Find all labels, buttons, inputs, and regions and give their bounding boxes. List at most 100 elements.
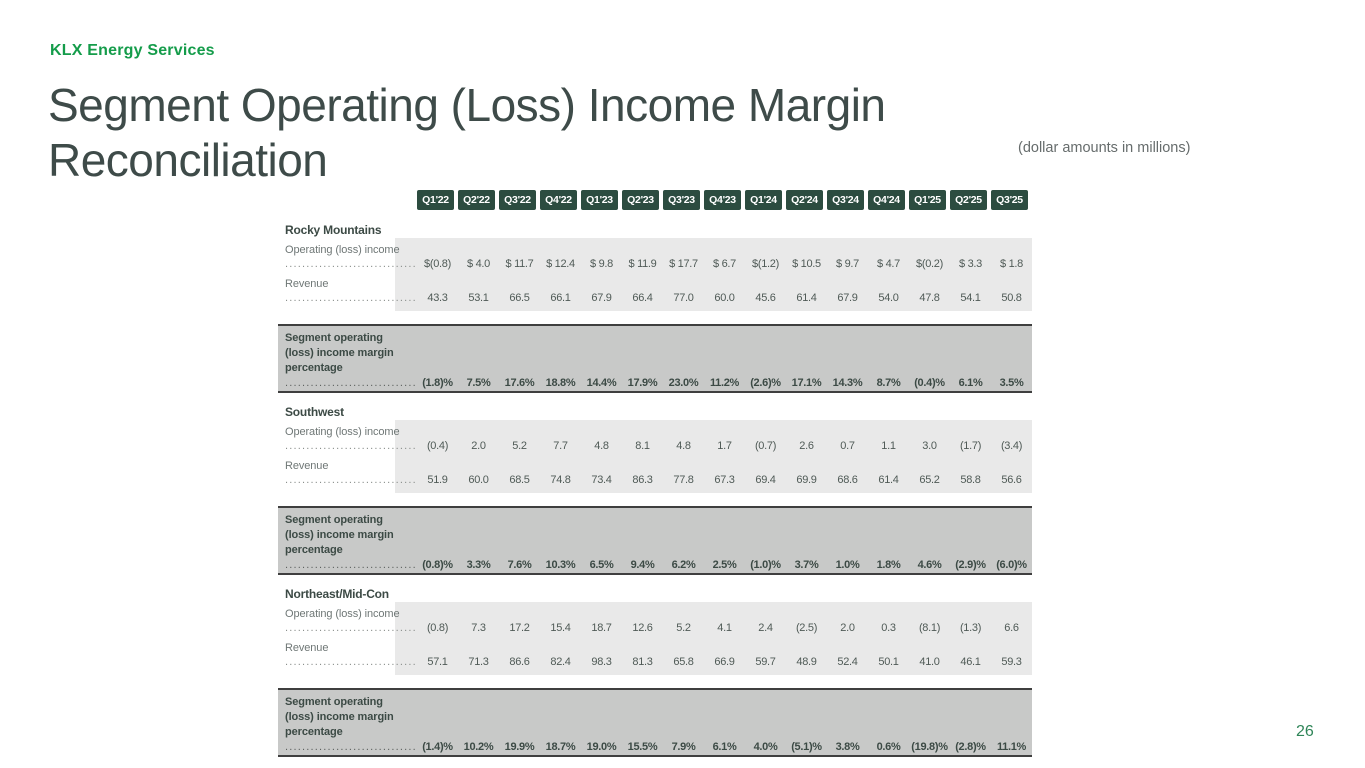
leader-dots: ........................................…	[285, 258, 417, 270]
cell-value: 67.9	[837, 292, 858, 304]
cell-value: (0.8)	[426, 622, 449, 634]
data-band-background	[395, 238, 1032, 311]
cell-value: 66.5	[509, 292, 530, 304]
cell-value: 15.5%	[627, 741, 658, 753]
cell-value: $ 4.0	[467, 258, 490, 270]
cell-value: (1.4)%	[422, 741, 453, 753]
leader-dots: ........................................…	[285, 741, 417, 753]
cell-value: 4.1	[717, 622, 732, 634]
cell-value: $ 3.3	[959, 258, 982, 270]
cell-value: 43.3	[427, 292, 448, 304]
data-row: Revenue.................................…	[278, 460, 1032, 488]
cell-value: $ 10.5	[792, 258, 821, 270]
quarter-chip: Q3'24	[827, 190, 864, 210]
cell-value: (3.4)	[1000, 440, 1023, 452]
quarter-chip: Q2'24	[786, 190, 823, 210]
cell-value: 69.9	[796, 474, 817, 486]
cell-value: 65.8	[673, 656, 694, 668]
leader-dots: ........................................…	[285, 377, 417, 389]
cell-value: 50.8	[1001, 292, 1022, 304]
cell-value: 0.7	[840, 440, 855, 452]
cell-value: 19.0%	[586, 741, 617, 753]
cell-value: 81.3	[632, 656, 653, 668]
cell-value: 5.2	[676, 622, 691, 634]
cell-value: $ 6.7	[713, 258, 736, 270]
cell-value: 3.0	[922, 440, 937, 452]
cell-value: 2.0	[840, 622, 855, 634]
leader-dots: ........................................…	[285, 474, 417, 486]
margin-values-row: ........................................…	[278, 740, 1032, 755]
quarter-chip: Q3'22	[499, 190, 536, 210]
page-number: 26	[1296, 723, 1314, 740]
cell-value: 17.1%	[791, 377, 822, 389]
quarter-chip: Q4'24	[868, 190, 905, 210]
cell-value: $(0.2)	[916, 258, 943, 270]
data-row: Operating (loss) income.................…	[278, 608, 1032, 636]
cell-value: 4.8	[676, 440, 691, 452]
cell-value: 1.7	[717, 440, 732, 452]
cell-value: 2.0	[471, 440, 486, 452]
cell-value: (1.8)%	[422, 377, 453, 389]
cell-value: 3.8%	[835, 741, 860, 753]
cell-value: (1.0)%	[750, 559, 781, 571]
cell-value: 46.1	[960, 656, 981, 668]
margin-band: Segment operating (loss) income margin p…	[278, 506, 1032, 575]
cell-value: 57.1	[427, 656, 448, 668]
cell-value: $(1.2)	[752, 258, 779, 270]
data-band-content: Operating (loss) income.................…	[278, 426, 1032, 488]
cell-value: 71.3	[468, 656, 489, 668]
cell-value: 86.6	[509, 656, 530, 668]
subtitle-note: (dollar amounts in millions)	[1018, 140, 1191, 156]
data-band: Operating (loss) income.................…	[278, 238, 1032, 311]
reconciliation-table: Q1'22 Q2'22 Q3'22 Q4'22 Q1'23 Q2'23 Q3'23 Q4'23…	[278, 190, 1032, 757]
cell-value: 1.0%	[835, 559, 860, 571]
margin-band: Segment operating (loss) income margin p…	[278, 688, 1032, 757]
quarter-chip: Q1'22	[417, 190, 454, 210]
cell-value: 61.4	[796, 292, 817, 304]
cell-value: 12.6	[632, 622, 653, 634]
cell-value: 66.9	[714, 656, 735, 668]
segment-name: Southwest	[285, 405, 344, 419]
row-label: Operating (loss) income	[285, 426, 400, 438]
margin-label: Segment operating (loss) income margin p…	[285, 514, 394, 556]
row-label: Revenue	[285, 278, 329, 290]
data-band-content: Operating (loss) income.................…	[278, 244, 1032, 306]
data-row: Operating (loss) income.................…	[278, 426, 1032, 454]
leader-dots: ........................................…	[285, 559, 417, 571]
cell-value: 68.5	[509, 474, 530, 486]
cell-value: (2.8)%	[955, 741, 986, 753]
quarter-chips-row: Q1'22 Q2'22 Q3'22 Q4'22 Q1'23 Q2'23 Q3'23 Q4'23…	[278, 190, 1032, 211]
values-row: ........................................…	[278, 439, 1032, 454]
cell-value: (8.1)	[918, 622, 941, 634]
cell-value: 98.3	[591, 656, 612, 668]
cell-value: 2.4	[758, 622, 773, 634]
cell-value: $ 11.7	[505, 258, 534, 270]
row-label: Revenue	[285, 460, 329, 472]
data-band-content: Operating (loss) income.................…	[278, 608, 1032, 670]
values-row: ........................................…	[278, 473, 1032, 488]
segment-name: Northeast/Mid-Con	[285, 587, 389, 601]
cell-value: 77.0	[673, 292, 694, 304]
quarter-chip: Q4'22	[540, 190, 577, 210]
cell-value: 8.1	[635, 440, 650, 452]
cell-value: 61.4	[878, 474, 899, 486]
cell-value: (0.4)	[426, 440, 449, 452]
cell-value: 4.8	[594, 440, 609, 452]
cell-value: 60.0	[714, 292, 735, 304]
cell-value: (2.9)%	[955, 559, 986, 571]
cell-value: 6.1%	[712, 741, 737, 753]
cell-value: 6.2%	[671, 559, 696, 571]
values-row: ........................................…	[278, 621, 1032, 636]
quarter-chip: Q3'23	[663, 190, 700, 210]
margin-values-row: ........................................…	[278, 558, 1032, 573]
values-row: ........................................…	[278, 291, 1032, 306]
cell-value: 86.3	[632, 474, 653, 486]
quarter-chip: Q1'25	[909, 190, 946, 210]
cell-value: 74.8	[550, 474, 571, 486]
data-row: Operating (loss) income.................…	[278, 244, 1032, 272]
data-band-background	[395, 602, 1032, 675]
cell-value: 17.6%	[504, 377, 535, 389]
cell-value: $ 9.7	[836, 258, 859, 270]
cell-value: 8.7%	[876, 377, 901, 389]
